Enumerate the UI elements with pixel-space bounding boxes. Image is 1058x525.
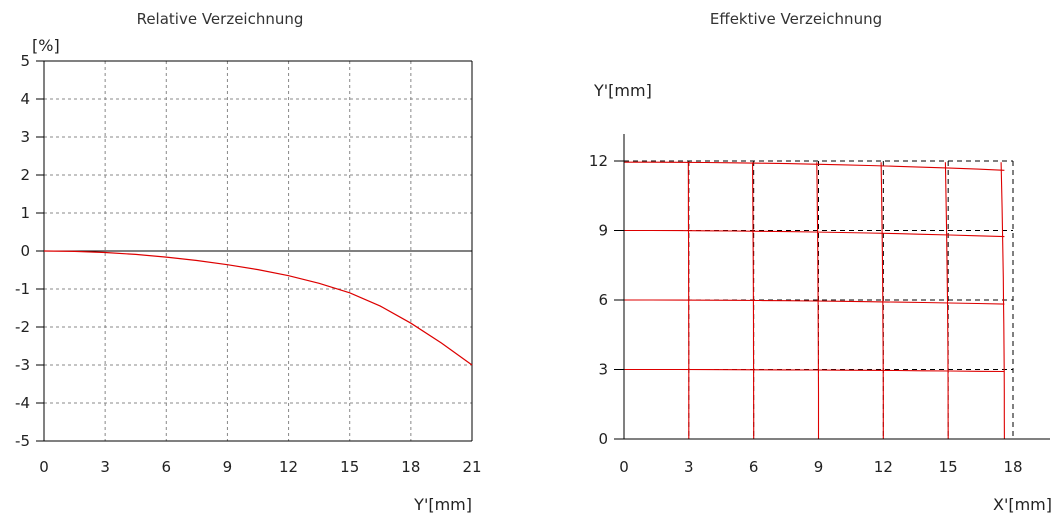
left-x-tick-12: 12 xyxy=(279,458,298,476)
effective-distortion-chart: Effektive Verzeichnung Y'[mm] X'[mm] 0 3 6… xyxy=(589,10,1052,514)
left-y-tick--2: -2 xyxy=(15,318,30,336)
right-chart-title: Effektive Verzeichnung xyxy=(710,10,882,28)
left-axes xyxy=(36,60,473,442)
right-tick-labels: 0 3 6 9 12 15 18 12 9 6 3 0 xyxy=(589,152,1023,476)
right-y-axis-label: Y'[mm] xyxy=(593,81,652,100)
left-series xyxy=(43,250,473,366)
left-x-tick-9: 9 xyxy=(223,458,233,476)
distorted-vline-4 xyxy=(880,162,884,439)
right-x-tick-18: 18 xyxy=(1003,458,1022,476)
relative-distortion-chart: Relative Verzeichnung [%] Y'[mm] 0 3 6 9 12 1… xyxy=(15,10,482,514)
distorted-hline-1 xyxy=(624,368,1005,373)
left-y-tick-1: 1 xyxy=(20,204,30,222)
right-y-tick-0: 0 xyxy=(598,430,608,448)
left-x-tick-6: 6 xyxy=(162,458,172,476)
left-y-tick--3: -3 xyxy=(15,356,30,374)
left-y-tick-0: 0 xyxy=(20,242,30,260)
right-x-tick-15: 15 xyxy=(939,458,958,476)
right-axes xyxy=(614,134,1050,440)
left-y-tick-4: 4 xyxy=(20,90,30,108)
left-y-tick-3: 3 xyxy=(20,128,30,146)
left-chart-title: Relative Verzeichnung xyxy=(137,10,304,28)
right-x-tick-0: 0 xyxy=(619,458,629,476)
right-x-tick-9: 9 xyxy=(814,458,824,476)
left-x-tick-3: 3 xyxy=(100,458,110,476)
distorted-hline-2 xyxy=(624,299,1005,305)
left-x-tick-18: 18 xyxy=(401,458,420,476)
left-x-tick-21: 21 xyxy=(462,458,481,476)
distorted-vline-5 xyxy=(944,162,949,440)
left-x-axis-label: Y'[mm] xyxy=(413,495,472,514)
left-x-tick-0: 0 xyxy=(39,458,49,476)
left-y-tick--4: -4 xyxy=(15,394,30,412)
distorted-grid xyxy=(624,161,1005,440)
left-y-tick--5: -5 xyxy=(15,432,30,450)
right-x-tick-12: 12 xyxy=(874,458,893,476)
right-y-tick-3: 3 xyxy=(598,361,608,379)
distorted-vline-6 xyxy=(1000,162,1005,440)
right-y-tick-9: 9 xyxy=(598,222,608,240)
right-x-tick-3: 3 xyxy=(684,458,694,476)
left-y-tick-2: 2 xyxy=(20,166,30,184)
right-x-axis-label: X'[mm] xyxy=(993,495,1052,514)
right-y-tick-12: 12 xyxy=(589,152,608,170)
left-y-tick--1: -1 xyxy=(15,280,30,298)
left-grid xyxy=(44,61,472,441)
relative-distortion-curve xyxy=(43,250,473,366)
left-x-tick-15: 15 xyxy=(340,458,359,476)
distorted-hline-3 xyxy=(624,229,1005,238)
right-x-tick-6: 6 xyxy=(749,458,759,476)
left-y-tick-5: 5 xyxy=(20,52,30,70)
right-y-tick-6: 6 xyxy=(598,291,608,309)
left-y-axis-label: [%] xyxy=(32,36,60,55)
distorted-hline-4 xyxy=(624,161,1005,171)
